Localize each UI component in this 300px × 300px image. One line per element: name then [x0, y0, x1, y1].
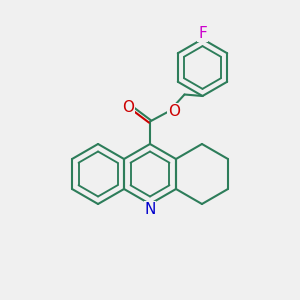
Text: O: O	[122, 100, 134, 116]
Text: O: O	[168, 103, 180, 118]
Text: F: F	[198, 26, 207, 41]
Text: N: N	[144, 202, 156, 217]
